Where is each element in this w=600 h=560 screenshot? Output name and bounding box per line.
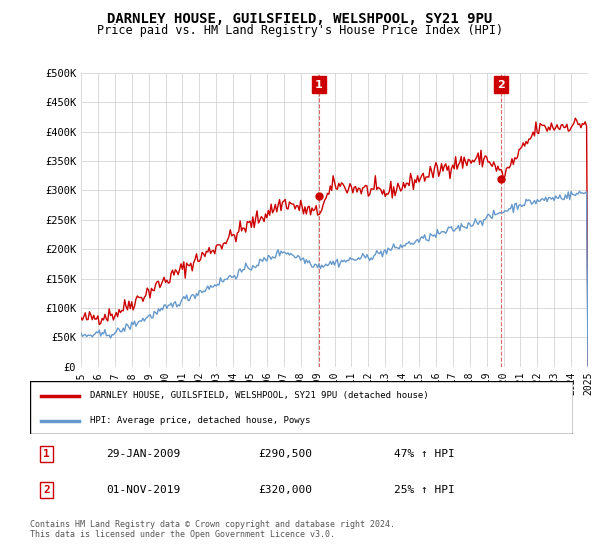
- Text: DARNLEY HOUSE, GUILSFIELD, WELSHPOOL, SY21 9PU (detached house): DARNLEY HOUSE, GUILSFIELD, WELSHPOOL, SY…: [90, 391, 428, 400]
- Text: DARNLEY HOUSE, GUILSFIELD, WELSHPOOL, SY21 9PU: DARNLEY HOUSE, GUILSFIELD, WELSHPOOL, SY…: [107, 12, 493, 26]
- Text: 01-NOV-2019: 01-NOV-2019: [106, 485, 180, 494]
- Text: 1: 1: [315, 80, 323, 90]
- Text: 1: 1: [43, 449, 50, 459]
- Text: 2: 2: [497, 80, 505, 90]
- Text: Contains HM Land Registry data © Crown copyright and database right 2024.
This d: Contains HM Land Registry data © Crown c…: [30, 520, 395, 539]
- Text: 2: 2: [43, 485, 50, 494]
- Text: 47% ↑ HPI: 47% ↑ HPI: [394, 449, 455, 459]
- FancyBboxPatch shape: [30, 381, 573, 434]
- Text: Price paid vs. HM Land Registry's House Price Index (HPI): Price paid vs. HM Land Registry's House …: [97, 24, 503, 37]
- Text: £320,000: £320,000: [258, 485, 312, 494]
- Text: 29-JAN-2009: 29-JAN-2009: [106, 449, 180, 459]
- Text: 25% ↑ HPI: 25% ↑ HPI: [394, 485, 455, 494]
- Text: HPI: Average price, detached house, Powys: HPI: Average price, detached house, Powy…: [90, 416, 310, 425]
- Text: £290,500: £290,500: [258, 449, 312, 459]
